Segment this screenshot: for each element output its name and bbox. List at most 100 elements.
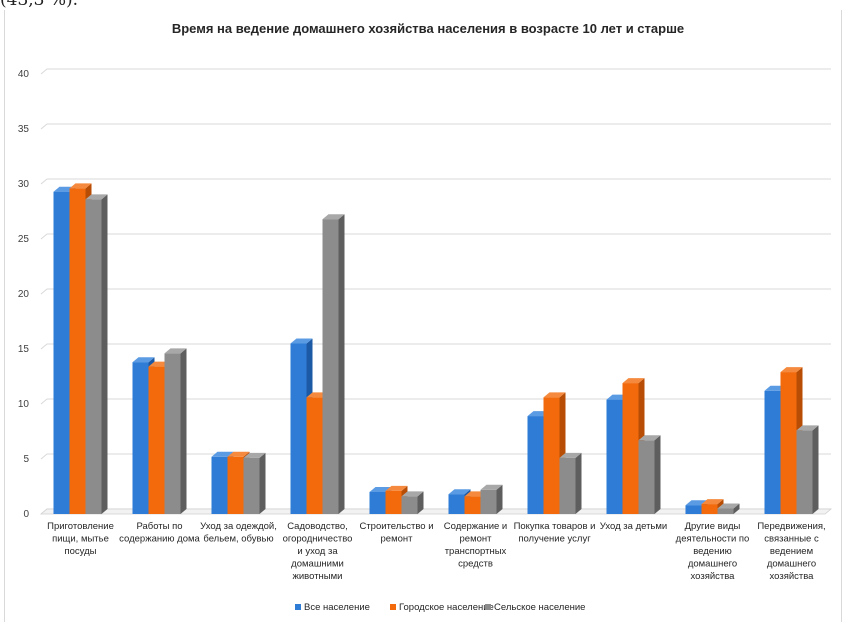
y-tick-label: 5 xyxy=(23,454,29,465)
bar xyxy=(243,452,266,514)
bar-front xyxy=(211,456,228,514)
bar-chart: Время на ведение домашнего хозяйства нас… xyxy=(18,21,833,613)
bar-front xyxy=(764,390,781,514)
bar-front xyxy=(53,191,70,514)
bar-side xyxy=(338,214,345,514)
bar-top xyxy=(559,452,582,458)
bars xyxy=(53,183,819,514)
bar-top xyxy=(164,348,187,354)
gridline-depth xyxy=(40,288,48,295)
bar-side xyxy=(496,484,503,514)
bar-front xyxy=(527,416,544,514)
y-tick-label: 10 xyxy=(18,399,30,410)
y-tick-label: 35 xyxy=(18,124,30,135)
bar-top xyxy=(480,484,503,490)
y-tick-label: 15 xyxy=(18,344,30,355)
bar-side xyxy=(259,452,266,514)
bar-top xyxy=(69,183,92,189)
x-category-label: Приготовление пищи, мытье посуды xyxy=(47,521,114,557)
gridline-depth xyxy=(40,343,48,350)
bar-front xyxy=(559,457,576,514)
bar-front xyxy=(464,496,481,514)
x-category-label: Строительство и ремонт xyxy=(359,521,433,545)
bar-front xyxy=(69,188,86,514)
bar-side xyxy=(654,435,661,514)
bar-side xyxy=(180,348,187,514)
bar xyxy=(638,435,661,514)
top-text-fragment: (43,3 %). xyxy=(0,0,79,10)
gridline-depth xyxy=(40,453,48,460)
bar xyxy=(85,194,108,514)
y-tick-label: 25 xyxy=(18,234,30,245)
bar-front xyxy=(132,362,149,514)
bar-top xyxy=(211,451,234,457)
bar-top xyxy=(543,392,566,398)
bar-front xyxy=(622,383,639,514)
bar-front xyxy=(290,343,307,514)
bar-side xyxy=(812,425,819,514)
bar-front xyxy=(448,494,465,514)
bar-top xyxy=(622,378,645,384)
gridline-depth xyxy=(40,178,48,185)
bar-side xyxy=(733,503,740,514)
bar-front xyxy=(480,489,497,514)
y-tick-label: 40 xyxy=(18,69,30,80)
bar xyxy=(322,214,345,514)
bar-front xyxy=(717,508,734,514)
bar-front xyxy=(306,397,323,514)
bar-front xyxy=(638,440,655,514)
bar-front xyxy=(164,353,181,514)
bar-top xyxy=(448,489,471,495)
legend-label: Все население xyxy=(304,602,370,613)
y-tick-label: 30 xyxy=(18,179,30,190)
bar-front xyxy=(780,372,797,514)
bar-top xyxy=(717,503,740,509)
bar-front xyxy=(796,430,813,514)
bar-top xyxy=(85,194,108,200)
x-category-label: Садоводство, огородничество и уход за домаш… xyxy=(283,521,353,582)
bar-side xyxy=(575,452,582,514)
bar-front xyxy=(701,504,718,514)
legend-label: Городское население xyxy=(399,602,494,613)
bar-top xyxy=(385,485,408,491)
chart-title: Время на ведение домашнего хозяйства нас… xyxy=(172,21,684,36)
bar-top xyxy=(796,425,819,431)
bar-top xyxy=(780,367,803,373)
bar-side xyxy=(417,491,424,514)
bar xyxy=(559,452,582,514)
bar-top xyxy=(227,451,250,457)
bar-front xyxy=(322,219,339,514)
gridline-depth xyxy=(40,123,48,130)
bar-front xyxy=(385,490,402,514)
bar xyxy=(401,491,424,514)
bar-front xyxy=(401,496,418,514)
x-category-label: Другие виды деятельности по ведению домашне… xyxy=(676,521,750,582)
x-category-label: Уход за одеждой, бельем, обувью xyxy=(200,521,277,545)
legend-swatch xyxy=(485,604,491,610)
x-category-label: Передвижения, связанные с ведением домашнег… xyxy=(757,521,825,582)
x-category-label: Содержание и ремонт транспортных средств xyxy=(444,521,507,570)
bar-side xyxy=(101,194,108,514)
gridline-depth xyxy=(40,398,48,405)
bar-front xyxy=(148,366,165,514)
y-tick-label: 0 xyxy=(23,509,29,520)
gridline-depth xyxy=(40,68,48,75)
gridline-depth xyxy=(40,233,48,240)
bar-top xyxy=(638,435,661,441)
bar xyxy=(164,348,187,514)
bar-top xyxy=(243,452,266,458)
bar-front xyxy=(685,505,702,514)
bar-top xyxy=(322,214,345,220)
chart-frame: Время на ведение домашнего хозяйства нас… xyxy=(4,10,842,622)
bar-front xyxy=(543,397,560,514)
bar-front xyxy=(227,456,244,514)
x-category-label: Уход за детьми xyxy=(600,521,667,532)
y-tick-label: 20 xyxy=(18,289,30,300)
bar-top xyxy=(701,499,724,505)
bar-top xyxy=(401,491,424,497)
x-category-label: Работы по содержанию дома xyxy=(119,521,200,545)
bar xyxy=(796,425,819,514)
bar-front xyxy=(85,199,102,514)
x-category-label: Покупка товаров и получение услуг xyxy=(514,521,596,545)
